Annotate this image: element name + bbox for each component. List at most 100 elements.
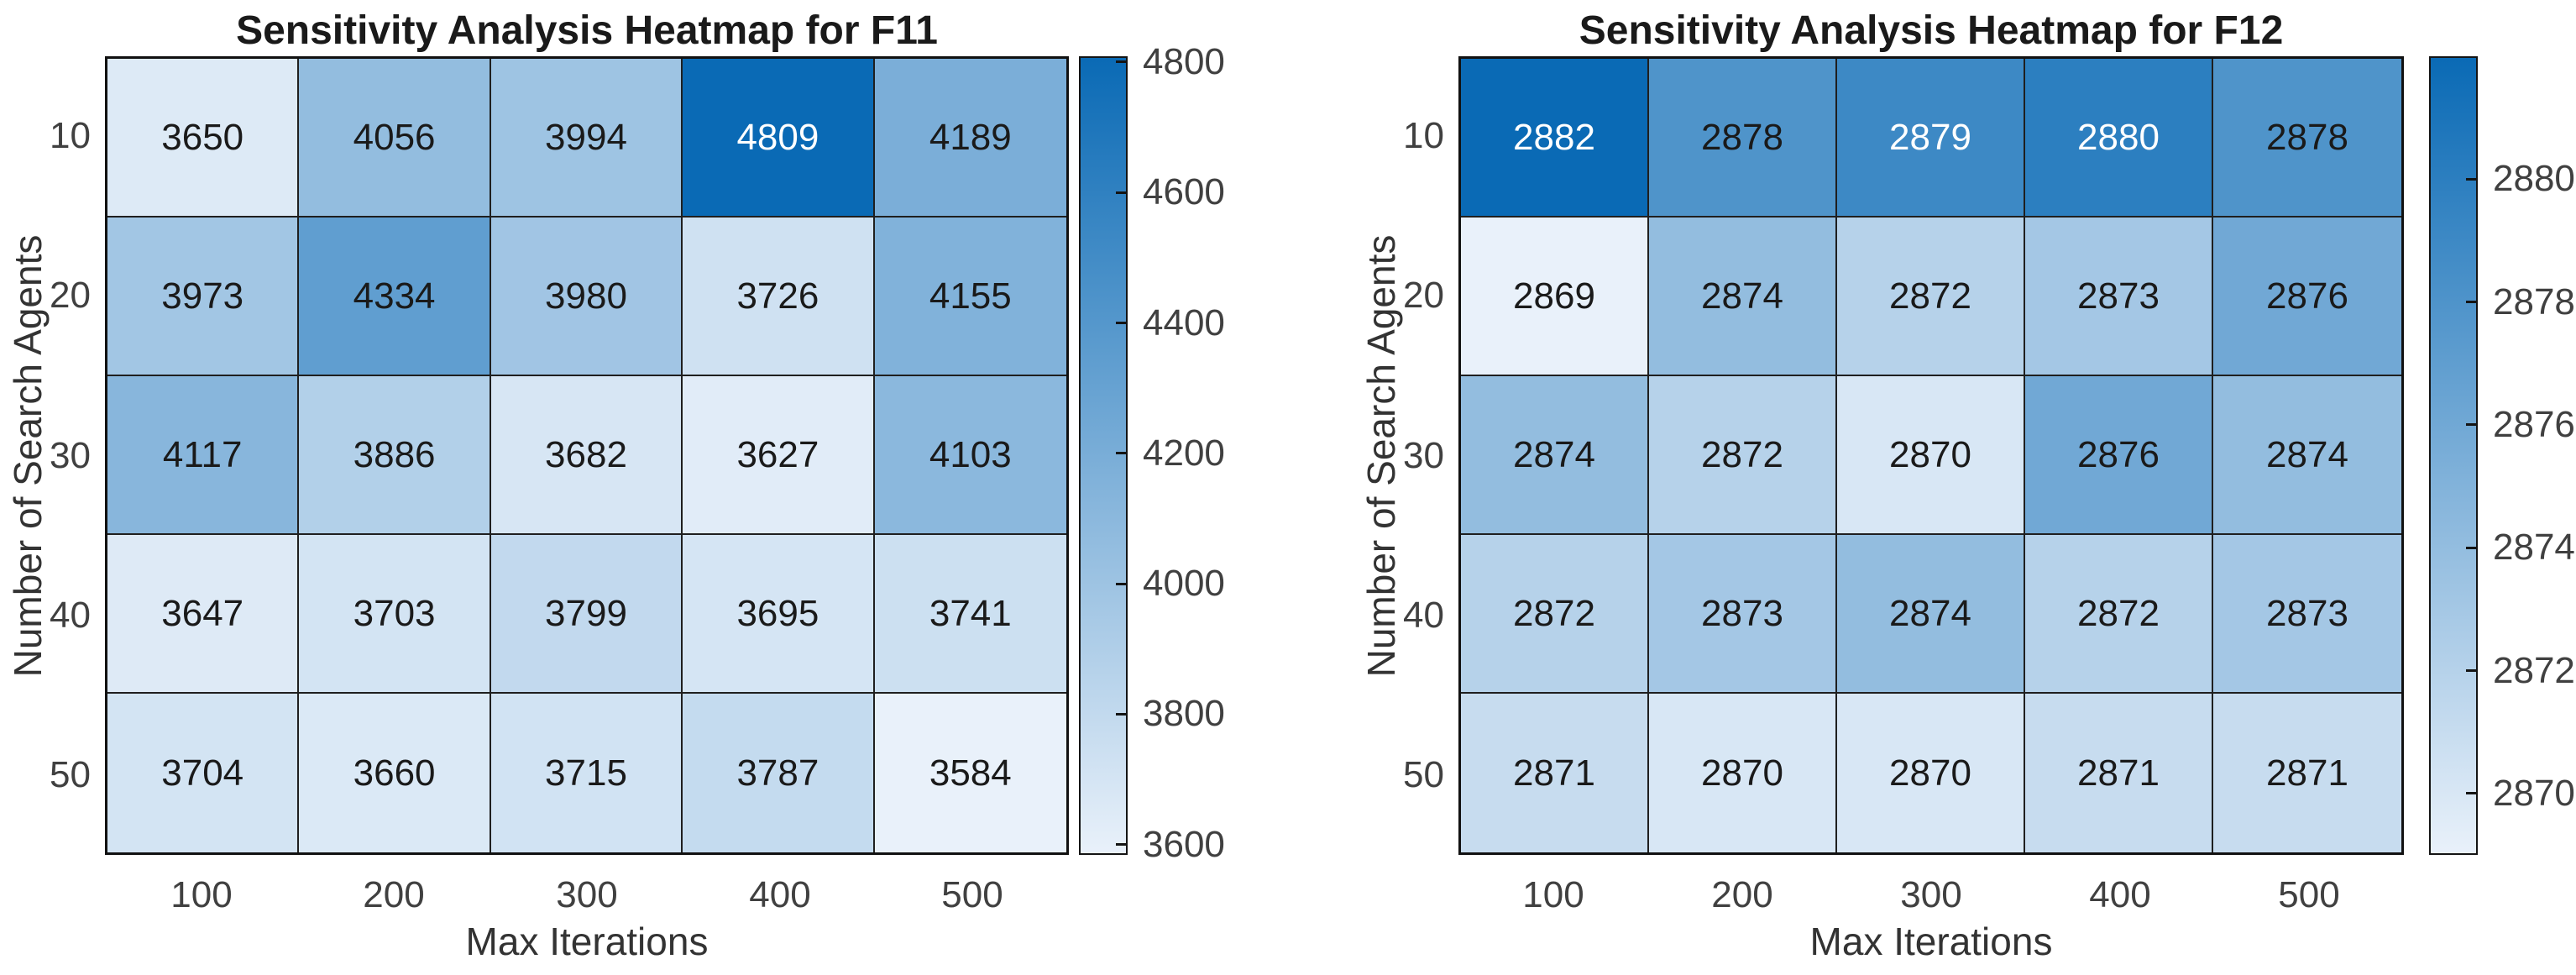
- x-axis-label: Max Iterations: [465, 920, 709, 963]
- heatmap-cell: 3886: [299, 376, 491, 535]
- y-tick-label: 40: [50, 595, 91, 636]
- colorbar-tick-mark: [1116, 452, 1128, 454]
- heatmap-cell: 4809: [683, 59, 875, 218]
- x-tick-label: 100: [170, 874, 233, 915]
- heatmap-cell: 3973: [107, 218, 300, 376]
- heatmap-cell: 2876: [2025, 376, 2213, 535]
- heatmap-cell: 2878: [1649, 59, 1837, 218]
- heatmap-cell: 3980: [490, 218, 683, 376]
- y-tick-label: 20: [1403, 275, 1444, 316]
- colorbar-tick-mark: [1116, 583, 1128, 585]
- colorbar-tick-mark: [1116, 60, 1128, 63]
- x-tick-label: 400: [749, 874, 811, 915]
- y-tick-label: 50: [50, 754, 91, 795]
- heatmap-cell: 2874: [2213, 376, 2401, 535]
- colorbar-tick-label: 2876: [2493, 404, 2575, 445]
- heatmap-cell: 2873: [2213, 535, 2401, 694]
- heatmap-cell: 2870: [1649, 694, 1837, 852]
- colorbar-tick-mark: [2466, 178, 2478, 181]
- heatmap-cell: 2876: [2213, 218, 2401, 376]
- heatmap-cell: 2873: [2025, 218, 2213, 376]
- y-tick-label: 20: [50, 275, 91, 316]
- heatmap-cell: 2878: [2213, 59, 2401, 218]
- heatmap-cell: 2874: [1649, 218, 1837, 376]
- colorbar-tick-label: 4800: [1143, 41, 1225, 82]
- heatmap-cell: 2874: [1461, 376, 1649, 535]
- heatmap-cell: 3704: [107, 694, 300, 852]
- heatmap-cell: 2871: [2213, 694, 2401, 852]
- colorbar-tick-mark: [2466, 301, 2478, 303]
- heatmap-cell: 3799: [490, 535, 683, 694]
- heatmap-cell: 2874: [1837, 535, 2025, 694]
- heatmap-cell: 2873: [1649, 535, 1837, 694]
- colorbar-tick-label: 4400: [1143, 302, 1225, 343]
- heatmap-cell: 4155: [874, 218, 1066, 376]
- colorbar-tick-label: 2870: [2493, 773, 2575, 814]
- colorbar: [2429, 56, 2478, 855]
- y-tick-label: 10: [50, 115, 91, 156]
- x-tick-label: 400: [2089, 874, 2151, 915]
- heatmap-cell: 3647: [107, 535, 300, 694]
- colorbar-tick-label: 2878: [2493, 281, 2575, 322]
- heatmap-cell: 2870: [1837, 376, 2025, 535]
- heatmap-grid: 2882 2878 2879 2880 2878 2869 2874 2872 2873 2876…: [1458, 56, 2404, 855]
- heatmap-cell: 3787: [683, 694, 875, 852]
- heatmap-cell: 4117: [107, 376, 300, 535]
- heatmap-cell: 2871: [1461, 694, 1649, 852]
- heatmap-cell: 3715: [490, 694, 683, 852]
- colorbar: [1079, 56, 1128, 855]
- y-tick-label: 50: [1403, 754, 1444, 795]
- heatmap-cell: 2869: [1461, 218, 1649, 376]
- y-tick-label: 30: [50, 435, 91, 476]
- x-tick-label: 500: [941, 874, 1003, 915]
- colorbar-tick-mark: [1116, 191, 1128, 194]
- heatmap-cell: 2872: [1461, 535, 1649, 694]
- colorbar-tick-mark: [2466, 792, 2478, 794]
- chart-title: Sensitivity Analysis Heatmap for F11: [236, 8, 938, 53]
- heatmap-cell: 3703: [299, 535, 491, 694]
- heatmap-cell: 2872: [1649, 376, 1837, 535]
- colorbar-tick-label: 3600: [1143, 824, 1225, 865]
- heatmap-grid: 3650 4056 3994 4809 4189 3973 4334 3980 3726 4155…: [105, 56, 1069, 855]
- colorbar-tick-label: 4200: [1143, 432, 1225, 474]
- chart-title: Sensitivity Analysis Heatmap for F12: [1579, 8, 2284, 53]
- colorbar-tick-label: 2872: [2493, 650, 2575, 691]
- y-tick-label: 40: [1403, 595, 1444, 636]
- heatmap-cell: 4103: [874, 376, 1066, 535]
- heatmap-cell: 3627: [683, 376, 875, 535]
- colorbar-tick-label: 4000: [1143, 563, 1225, 604]
- x-tick-label: 200: [1711, 874, 1773, 915]
- heatmap-cell: 2879: [1837, 59, 2025, 218]
- colorbar-tick-label: 2880: [2493, 158, 2575, 199]
- x-axis-label: Max Iterations: [1809, 920, 2053, 963]
- colorbar-tick-label: 4600: [1143, 171, 1225, 212]
- y-tick-label: 10: [1403, 115, 1444, 156]
- heatmap-cell: 2880: [2025, 59, 2213, 218]
- y-tick-label: 30: [1403, 435, 1444, 476]
- heatmap-cell: 4056: [299, 59, 491, 218]
- heatmap-cell: 3584: [874, 694, 1066, 852]
- heatmap-cell: 2872: [2025, 535, 2213, 694]
- heatmap-cell: 3650: [107, 59, 300, 218]
- colorbar-tick-mark: [2466, 547, 2478, 549]
- heatmap-cell: 3726: [683, 218, 875, 376]
- colorbar-tick-mark: [2466, 669, 2478, 672]
- colorbar-tick-label: 2874: [2493, 527, 2575, 568]
- x-tick-label: 100: [1522, 874, 1584, 915]
- colorbar-tick-mark: [1116, 713, 1128, 716]
- colorbar-tick-label: 3800: [1143, 693, 1225, 734]
- x-tick-label: 500: [2278, 874, 2340, 915]
- heatmap-cell: 4334: [299, 218, 491, 376]
- colorbar-tick-mark: [2466, 423, 2478, 426]
- heatmap-cell: 3660: [299, 694, 491, 852]
- x-tick-label: 300: [556, 874, 618, 915]
- heatmap-cell: 2870: [1837, 694, 2025, 852]
- heatmap-cell: 2871: [2025, 694, 2213, 852]
- heatmap-cell: 4189: [874, 59, 1066, 218]
- heatmap-cell: 3695: [683, 535, 875, 694]
- heatmap-cell: 3741: [874, 535, 1066, 694]
- x-tick-label: 300: [1900, 874, 1962, 915]
- colorbar-tick-mark: [1116, 843, 1128, 846]
